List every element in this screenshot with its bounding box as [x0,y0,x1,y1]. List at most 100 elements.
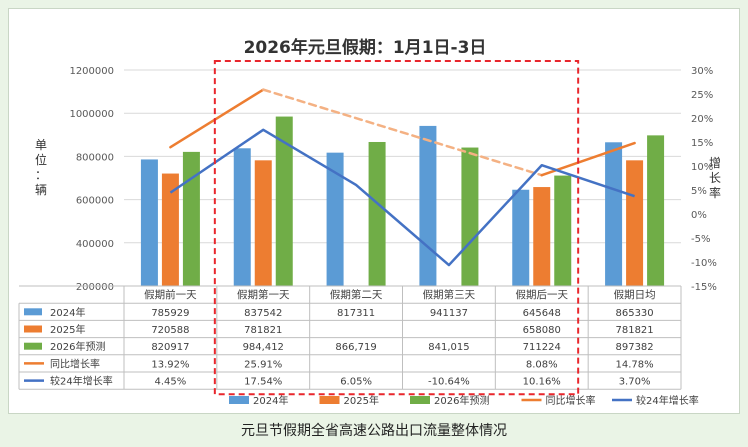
yoy-line-segment [169,88,265,149]
line-series [169,88,636,267]
table-cell: 14.78% [616,359,654,370]
table-cell: 841,015 [428,342,469,353]
y2-axis-ticks: 30% 25% 20% 15% 10% 5% 0% -5% -10% -15% [691,66,717,293]
bar [275,116,293,286]
table-cell: 8.08% [526,359,558,370]
table-legend-key [24,308,42,316]
y-axis-label-char: 单 [35,138,47,152]
traffic-chart: 2026年元旦假期：1月1日-3日 单位：辆 增长率 1200000 100000… [18,37,721,407]
category-label: 假期第二天 [330,288,383,301]
table-cell: 4.45% [155,377,187,388]
legend-key [410,396,430,404]
table-row-name: 2024年 [50,306,85,319]
table-cell: 866,719 [335,342,376,353]
chart-title: 2026年元旦假期：1月1日-3日 [244,37,487,58]
bar [233,148,251,286]
legend-label: 同比增长率 [546,394,596,407]
table-cell: 817311 [337,308,375,319]
bar [182,151,200,286]
legend-label: 2026年预测 [434,394,489,407]
y2-axis-label-char: 率 [709,185,721,200]
y2-tick-label: 0% [691,210,707,221]
y-axis-label-char: ： [35,168,47,182]
table-cell: 781821 [244,325,282,336]
figure-caption: 元旦节假期全省高速公路出口流量整体情况 [241,423,507,439]
y-tick-label: 800000 [76,152,114,163]
category-label: 假期日均 [614,288,656,301]
y-tick-label: 1000000 [69,109,114,120]
bar [554,175,572,286]
y2-axis-label-char: 增 [709,156,721,170]
table-cell: 13.92% [151,359,189,370]
table-cell: 6.05% [340,377,372,388]
category-label: 假期第三天 [423,288,476,301]
vs24-line [169,128,635,267]
bar [512,189,530,286]
table-cell: 10.16% [523,377,561,388]
bar [626,160,644,286]
table-cell: 711224 [523,342,561,353]
y2-tick-label: -5% [691,234,710,245]
y2-tick-label: 25% [691,90,713,101]
table-cell: 865330 [615,308,653,319]
legend: 2024年 2025年 2026年预测 同比增长率 较24年增长率 [229,394,699,407]
bar [254,160,272,286]
highlight-box [213,60,580,396]
table-cell: -10.64% [428,377,470,388]
table-legend-key [24,325,42,333]
legend-label: 2025年 [344,394,379,407]
y-tick-label: 200000 [76,282,114,293]
legend-label: 2024年 [253,394,288,407]
table-legend-key [24,342,42,350]
chart-panel: 2026年元旦假期：1月1日-3日 单位：辆 增长率 1200000 100000… [8,8,740,414]
table-cell: 781821 [615,325,653,336]
y-tick-label: 600000 [76,196,114,207]
y2-tick-label: 15% [691,138,713,149]
category-label: 假期前一天 [144,288,197,301]
data-table: 假期前一天 假期第一天 假期第二天 假期第三天 假期后一天 假期日均 2024年 785929… [18,285,682,390]
table-cell: 720588 [151,325,189,336]
y-tick-label: 1200000 [69,66,114,77]
bar [533,187,551,286]
table-cell: 837542 [244,308,282,319]
bar [461,147,479,286]
y-tick-label: 400000 [76,239,114,250]
bar [161,173,179,286]
table-cell: 984,412 [243,342,284,353]
bar [647,135,665,286]
y-axis-label-char: 位 [35,152,47,167]
bar [368,141,386,286]
table-cell: 645648 [523,308,561,319]
gridlines [124,69,681,287]
legend-label: 较24年增长率 [636,394,699,407]
table-cell: 17.54% [244,377,282,388]
table-row-name: 较24年增长率 [50,375,113,388]
category-label: 假期第一天 [237,288,290,301]
y2-tick-label: 20% [691,114,713,125]
yoy-line-dashed-segment [262,88,543,177]
y2-tick-label: 5% [691,186,707,197]
y2-tick-label: -10% [691,258,717,269]
table-cell: 897382 [615,342,653,353]
highlight-dashed-box [213,60,580,396]
table-cell: 3.70% [619,377,651,388]
table-cell: 820917 [151,342,189,353]
legend-key [229,396,249,404]
table-row-name: 同比增长率 [50,357,100,370]
table-row-name: 2026年预测 [50,340,105,353]
y-axis-ticks: 1200000 1000000 800000 600000 400000 200000 [69,66,114,293]
legend-key [319,396,340,404]
y2-tick-label: 30% [691,66,713,77]
table-row-name: 2025年 [50,323,85,336]
table-cell: 25.91% [244,359,282,370]
table-cell: 785929 [151,308,189,319]
y2-axis-label-char: 长 [709,171,721,185]
y-axis-label-right: 增长率 [709,156,721,200]
y-axis-label-char: 辆 [35,183,47,197]
category-label: 假期后一天 [516,288,569,301]
y2-tick-label: -15% [691,282,717,293]
bar-series [140,116,665,287]
bar [605,142,623,286]
table-cell: 941137 [430,308,468,319]
y2-tick-label: 10% [691,162,713,173]
